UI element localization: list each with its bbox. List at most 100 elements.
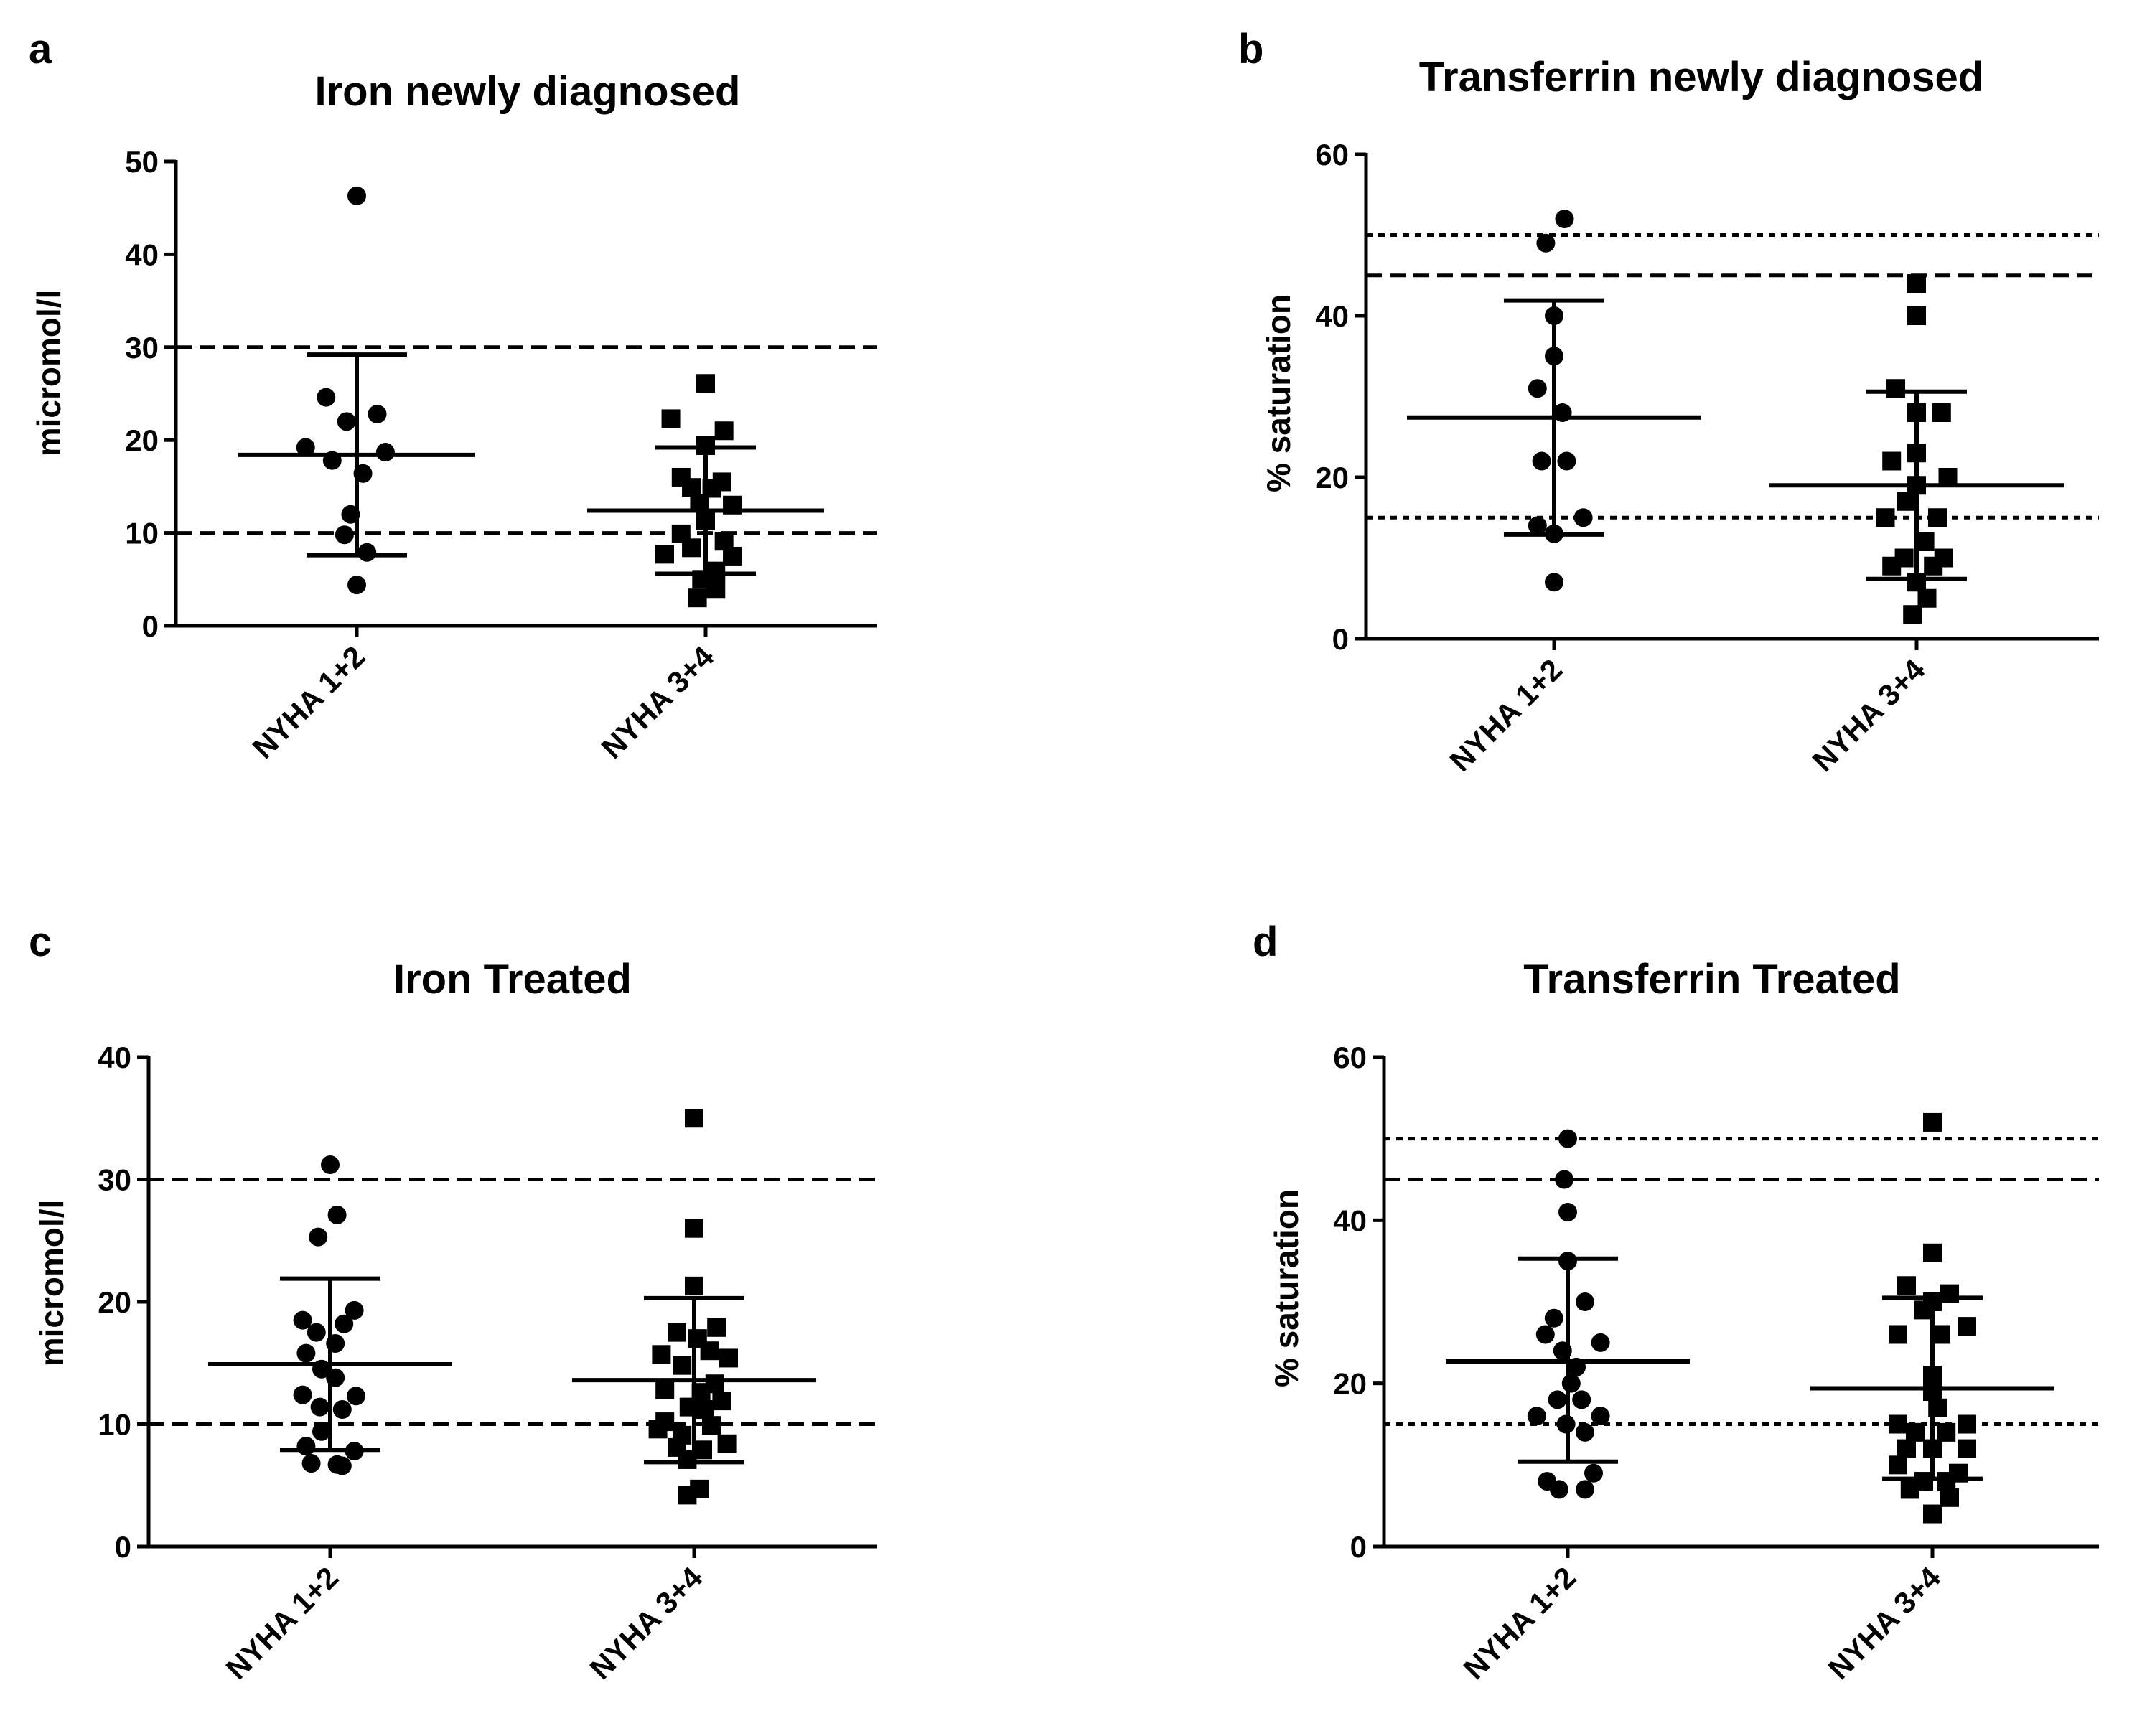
data-point bbox=[1940, 1488, 1959, 1507]
data-point bbox=[1550, 1480, 1568, 1499]
y-tick-label: 20 bbox=[125, 423, 159, 457]
series-nyha-1-2 bbox=[238, 186, 475, 595]
data-point bbox=[685, 1219, 703, 1238]
y-axis-label-d: % saturation bbox=[1268, 1189, 1305, 1387]
data-point bbox=[714, 421, 734, 441]
data-point bbox=[1544, 1308, 1563, 1328]
data-point bbox=[695, 1400, 714, 1420]
data-point bbox=[1576, 1480, 1594, 1499]
y-axis-label-b: % saturation bbox=[1260, 294, 1297, 492]
data-point bbox=[1932, 403, 1951, 422]
data-point bbox=[296, 1343, 316, 1363]
data-point bbox=[347, 1387, 365, 1406]
data-point bbox=[317, 388, 336, 407]
y-tick-label: 40 bbox=[1333, 1204, 1367, 1237]
series-nyha-3-4 bbox=[587, 374, 824, 608]
data-point bbox=[1557, 451, 1576, 471]
data-point bbox=[1958, 1414, 1976, 1434]
data-point bbox=[682, 538, 701, 558]
data-point bbox=[707, 1318, 726, 1337]
data-point bbox=[1576, 1422, 1594, 1442]
series-nyha-3-4 bbox=[572, 1109, 816, 1505]
data-point bbox=[293, 1385, 312, 1404]
x-category-label-nyha-1-2: NYHA 1+2 bbox=[219, 1560, 345, 1686]
data-point bbox=[1923, 1504, 1942, 1524]
y-tick-label: 60 bbox=[1315, 138, 1349, 172]
data-point bbox=[648, 1420, 668, 1439]
data-point bbox=[337, 412, 356, 431]
data-point bbox=[347, 186, 366, 205]
data-point bbox=[1558, 1202, 1577, 1221]
chart-title-a: Iron newly diagnosed bbox=[315, 68, 741, 115]
data-point bbox=[1924, 556, 1943, 576]
y-tick-label: 30 bbox=[98, 1163, 131, 1197]
data-point bbox=[1914, 1300, 1933, 1320]
y-tick-label: 20 bbox=[1315, 461, 1349, 494]
series-nyha-1-2 bbox=[1407, 210, 1701, 592]
data-point bbox=[321, 1155, 340, 1175]
data-point bbox=[1584, 1463, 1603, 1483]
data-point bbox=[1907, 306, 1926, 325]
data-point bbox=[717, 1434, 737, 1453]
y-tick-label: 10 bbox=[98, 1408, 131, 1442]
data-point bbox=[685, 1109, 703, 1128]
data-point bbox=[1591, 1333, 1610, 1352]
data-point bbox=[1903, 605, 1922, 624]
data-point bbox=[312, 1422, 331, 1441]
series-nyha-1-2 bbox=[1446, 1129, 1690, 1499]
panel-letter-a: a bbox=[29, 26, 52, 72]
data-point bbox=[1958, 1317, 1976, 1336]
data-point bbox=[1536, 233, 1556, 253]
panel-d: d Transferrin Treated % saturation 0 20 … bbox=[1253, 919, 2099, 1686]
series-nyha-3-4 bbox=[1769, 274, 2064, 624]
data-point bbox=[332, 1456, 352, 1475]
data-point bbox=[673, 1356, 692, 1375]
chart-title-c: Iron Treated bbox=[393, 956, 632, 1003]
chart-title-d: Transferrin Treated bbox=[1523, 956, 1900, 1003]
data-point bbox=[688, 588, 707, 608]
data-point bbox=[1889, 1414, 1907, 1434]
data-point bbox=[345, 1300, 364, 1320]
data-point bbox=[296, 438, 315, 457]
data-point bbox=[1876, 508, 1895, 527]
data-point bbox=[1572, 1390, 1591, 1409]
data-point bbox=[301, 1454, 321, 1473]
panel-letter-d: d bbox=[1253, 919, 1278, 965]
y-tick-label: 0 bbox=[1350, 1530, 1367, 1564]
y-axis-label-c: micromol/l bbox=[33, 1200, 70, 1367]
data-point bbox=[1886, 379, 1905, 398]
data-point bbox=[702, 1416, 721, 1435]
data-point bbox=[655, 545, 674, 564]
data-point bbox=[668, 1323, 686, 1342]
y-tick-labels-a: 0 10 20 30 40 50 bbox=[125, 145, 159, 643]
data-point bbox=[332, 1400, 352, 1420]
data-point bbox=[1889, 1455, 1907, 1475]
x-category-label-nyha-1-2: NYHA 1+2 bbox=[1456, 1560, 1582, 1686]
x-category-labels-b: NYHA 1+2 NYHA 3+4 bbox=[1443, 652, 1931, 778]
data-point bbox=[1932, 1325, 1950, 1344]
y-tick-label: 40 bbox=[98, 1041, 131, 1074]
y-tick-labels-d: 0 20 40 60 bbox=[1333, 1041, 1367, 1564]
data-point bbox=[1555, 210, 1574, 228]
data-point bbox=[1937, 1472, 1956, 1491]
data-point bbox=[1882, 556, 1902, 576]
data-point bbox=[1576, 1292, 1594, 1311]
y-tick-label: 0 bbox=[1332, 622, 1349, 656]
y-tick-labels-c: 0 10 20 30 40 bbox=[98, 1041, 131, 1564]
data-point bbox=[682, 478, 701, 497]
data-point bbox=[327, 1205, 347, 1224]
data-point bbox=[293, 1310, 312, 1330]
panel-b: b Transferrin newly diagnosed % saturati… bbox=[1238, 26, 2099, 778]
data-point bbox=[1958, 1439, 1976, 1458]
y-tick-label: 60 bbox=[1333, 1041, 1367, 1074]
data-point bbox=[685, 1276, 703, 1295]
x-category-label-nyha-3-4: NYHA 3+4 bbox=[583, 1560, 709, 1686]
data-point bbox=[1923, 1112, 1942, 1132]
data-point bbox=[1889, 1325, 1907, 1344]
data-point bbox=[1897, 1276, 1916, 1295]
y-tick-label: 0 bbox=[115, 1530, 131, 1564]
data-point bbox=[723, 546, 742, 566]
panel-letter-c: c bbox=[29, 919, 52, 965]
x-category-label-nyha-1-2: NYHA 1+2 bbox=[246, 639, 371, 765]
